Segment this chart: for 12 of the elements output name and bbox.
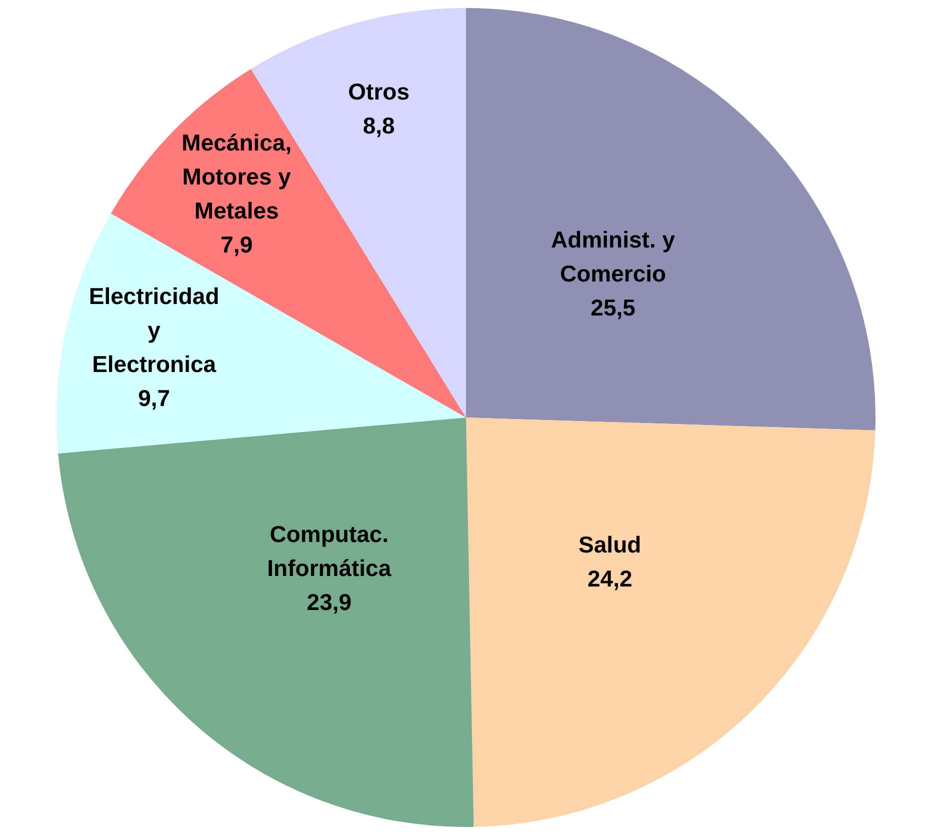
data-label: 25,5 [590,294,636,320]
slice-label: Mecánica, Motores y Metales [182,130,292,224]
data-label: 23,9 [306,589,352,616]
slice-label: Computac. Informática [267,521,392,582]
data-label: 24,2 [587,566,632,592]
slice-label: Electricidad y Electronica [88,283,220,378]
data-label: 9,7 [138,385,170,412]
slice-label: Salud [578,532,642,558]
slice-label: Administ. y Comercio [551,226,676,286]
data-label: 7,9 [220,232,253,258]
slice-label: Otros [348,78,410,105]
data-label: 8,8 [362,112,396,139]
